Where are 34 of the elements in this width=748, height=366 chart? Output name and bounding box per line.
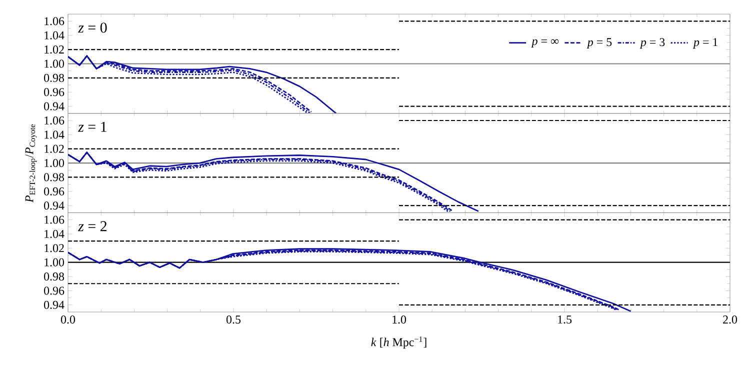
legend-label: p = 1 — [692, 38, 718, 49]
annotation: z = 0 — [78, 22, 107, 33]
y-tick-label: 1.06 — [44, 17, 64, 26]
y-tick-label: 1.00 — [44, 60, 64, 68]
y-tick-label: 0.94 — [44, 202, 64, 210]
y-tick-label: 0.96 — [44, 286, 64, 295]
y-tick-label: 0.94 — [44, 102, 64, 110]
y-tick-label: 1.04 — [44, 130, 64, 139]
legend-label: p = 3 — [640, 38, 665, 49]
y-tick-label: 1.06 — [44, 116, 64, 125]
x-tick-label: 2.0 — [723, 316, 738, 324]
y-tick-label: 0.96 — [44, 88, 64, 96]
x-tick-label: 1.5 — [558, 316, 572, 324]
y-tick-label: 1.04 — [44, 230, 64, 238]
y-tick-label: 0.96 — [44, 187, 64, 196]
x-tick-label: 1.0 — [392, 316, 406, 324]
legend-label: p = 5 — [586, 38, 612, 49]
annotation: z = 1 — [78, 122, 106, 132]
y-tick-label: 1.02 — [44, 244, 64, 252]
x-tick-label: 0.5 — [226, 316, 241, 324]
y-tick-label: 0.98 — [44, 74, 64, 82]
y-tick-label: 1.00 — [44, 258, 64, 266]
x-axis-title: k [h Mpc$^{−1}$] — [371, 336, 426, 349]
legend-label: p = ∞ — [531, 39, 559, 48]
y-tick-label: 1.00 — [44, 158, 64, 168]
y-tick-label: 1.02 — [44, 45, 64, 54]
y-tick-label: 0.98 — [44, 272, 64, 281]
y-tick-label: 0.94 — [44, 300, 64, 309]
annotation: z = 2 — [78, 221, 106, 232]
x-tick-label: 0.0 — [60, 316, 76, 324]
y-tick-label: 1.02 — [44, 144, 64, 153]
y-tick-label: 1.04 — [44, 31, 64, 40]
y-tick-label: 0.98 — [44, 173, 64, 182]
y-tick-label: 1.06 — [44, 216, 64, 224]
